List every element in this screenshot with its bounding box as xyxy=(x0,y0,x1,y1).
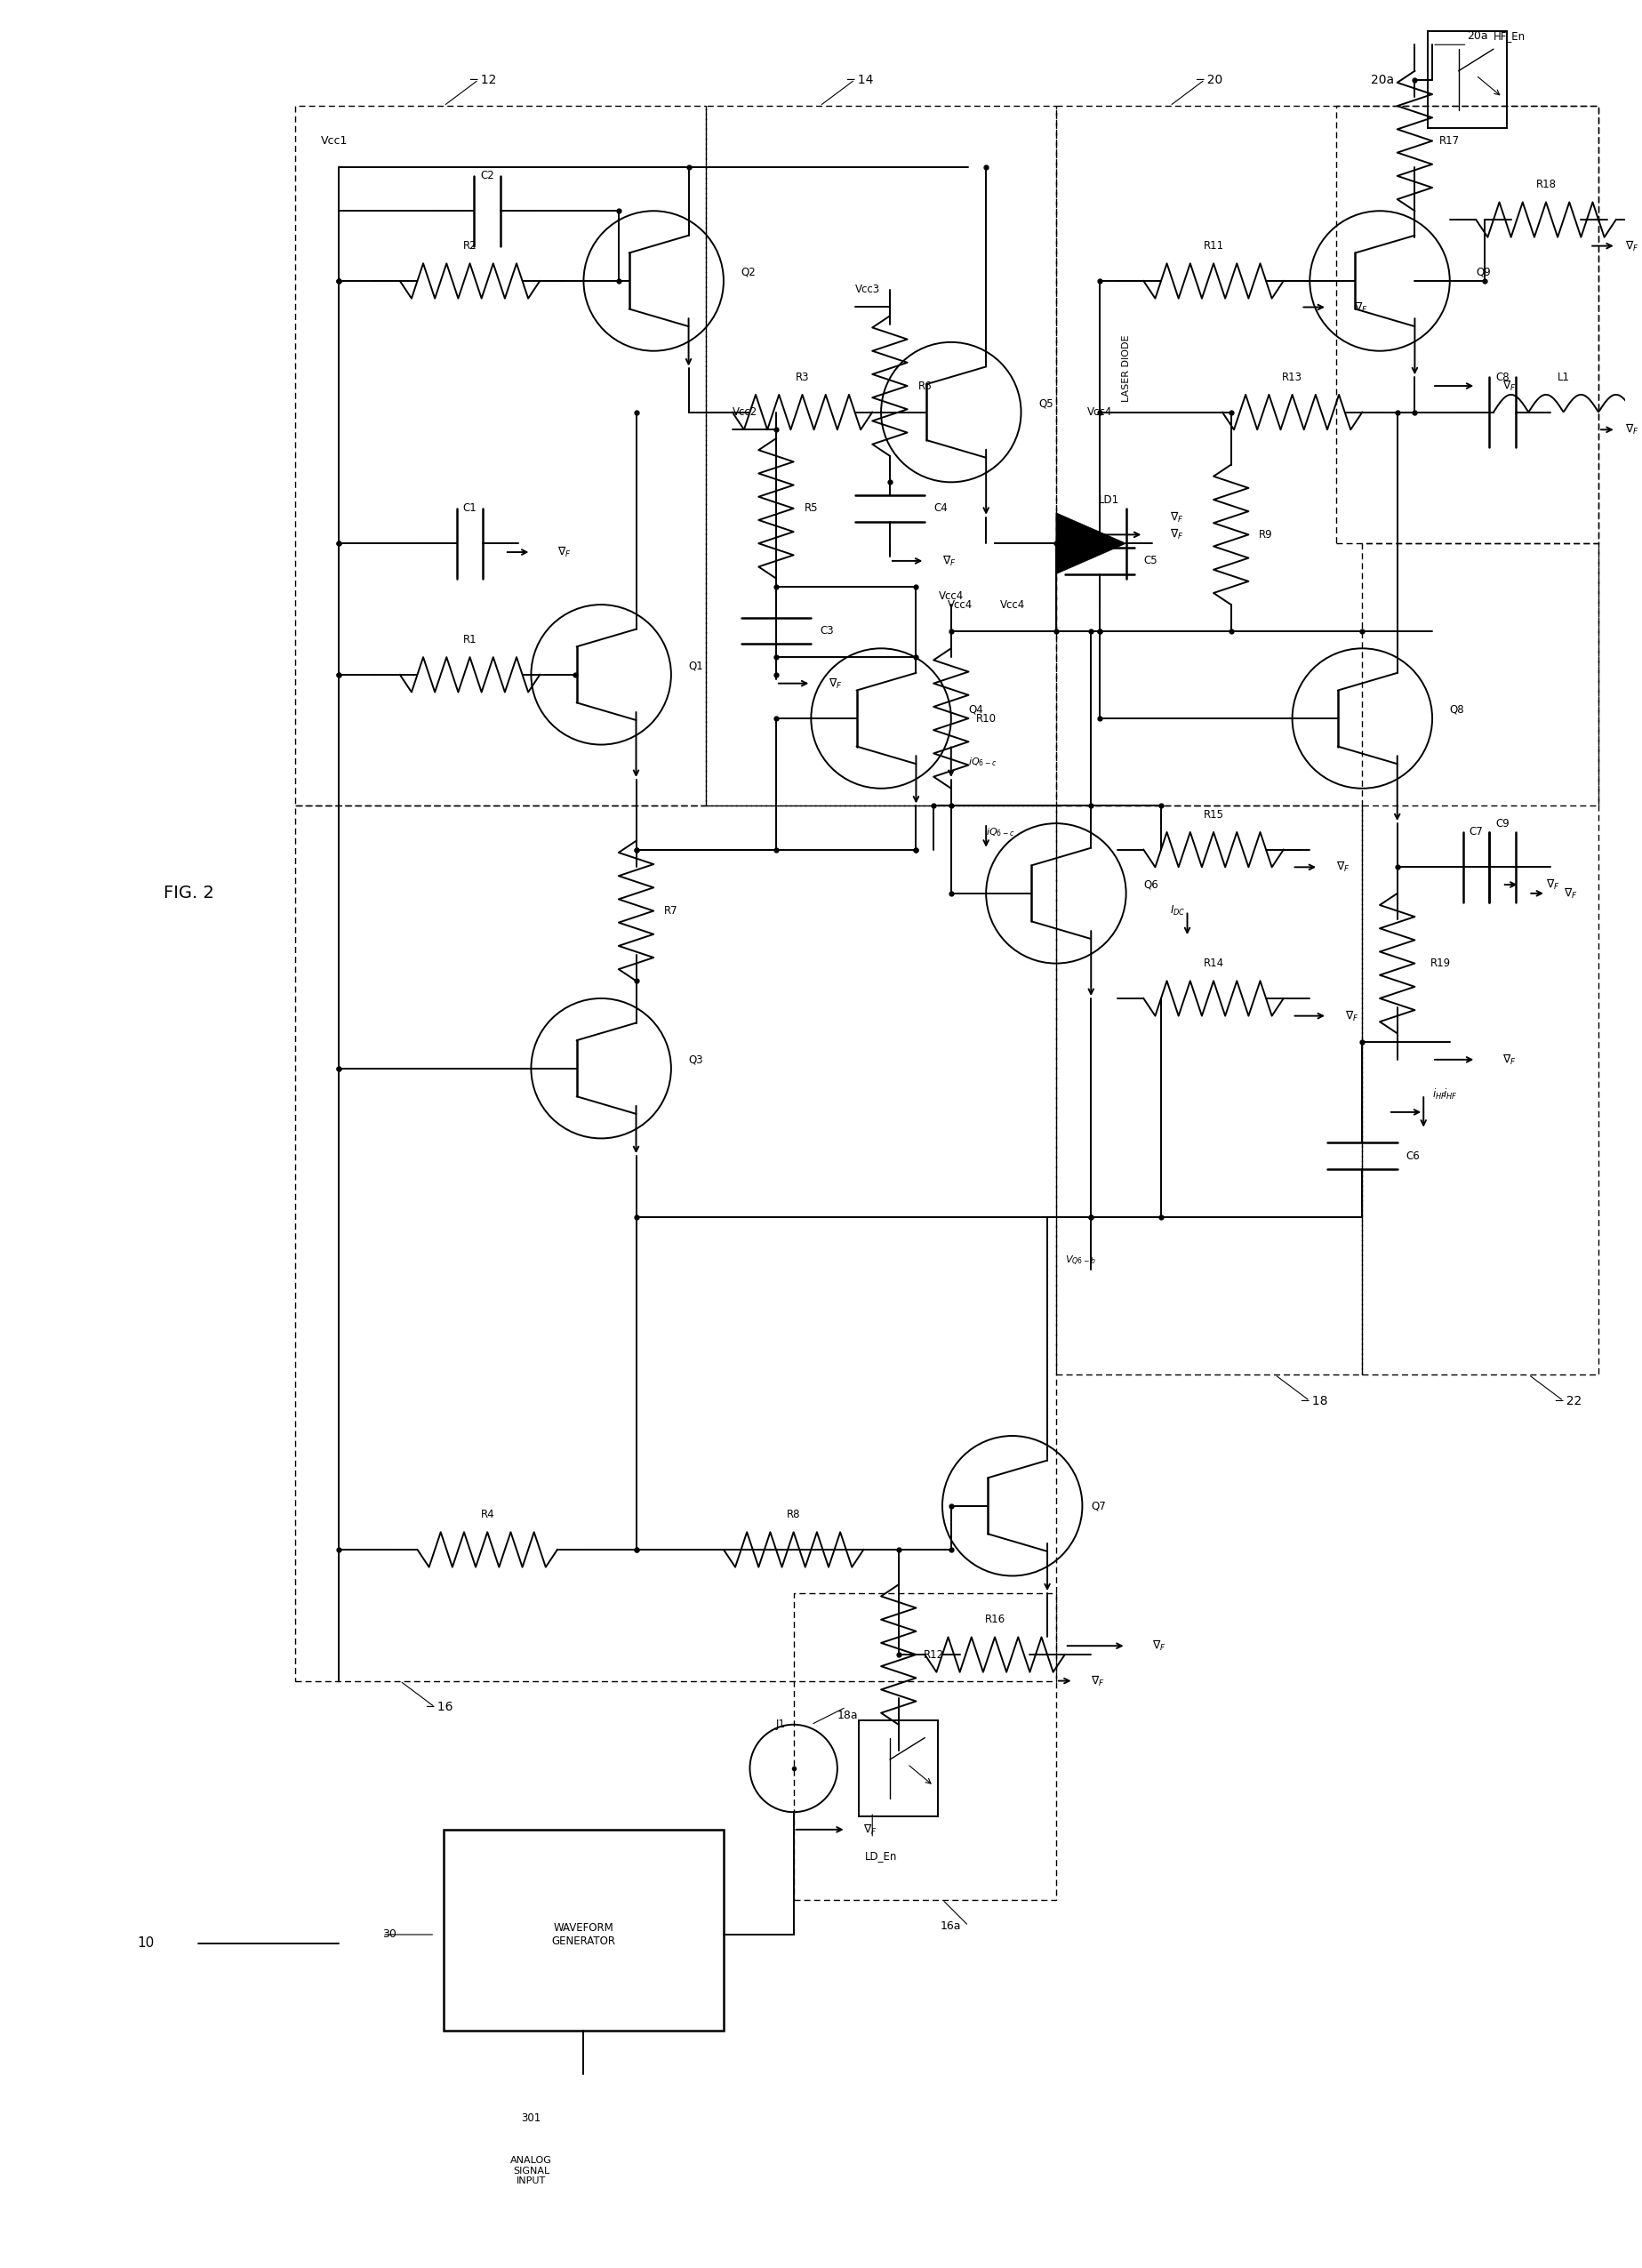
Text: R15: R15 xyxy=(1204,810,1223,821)
Text: $\nabla_F$: $\nabla_F$ xyxy=(864,1823,877,1837)
Text: Vcc3: Vcc3 xyxy=(855,284,880,295)
Text: 20a: 20a xyxy=(1468,29,1488,41)
Text: $\nabla_F$: $\nabla_F$ xyxy=(1337,860,1350,873)
Text: ─ 22: ─ 22 xyxy=(1555,1395,1581,1406)
Text: R5: R5 xyxy=(805,503,818,515)
Text: R4: R4 xyxy=(481,1508,494,1520)
Text: R16: R16 xyxy=(985,1615,1005,1626)
Text: ─ 18: ─ 18 xyxy=(1300,1395,1328,1406)
Text: $\nabla_F$: $\nabla_F$ xyxy=(1169,528,1184,542)
Text: Q9: Q9 xyxy=(1476,265,1491,279)
Text: Vcc1: Vcc1 xyxy=(322,136,348,147)
Text: Q7: Q7 xyxy=(1090,1499,1107,1513)
Text: ─ 20: ─ 20 xyxy=(1195,73,1223,86)
Text: C7: C7 xyxy=(1470,826,1483,837)
Text: ─ 14: ─ 14 xyxy=(846,73,874,86)
Text: R8: R8 xyxy=(787,1508,800,1520)
Text: R17: R17 xyxy=(1440,136,1460,147)
Text: R10: R10 xyxy=(975,712,997,723)
Text: Q1: Q1 xyxy=(688,660,703,671)
Text: 10: 10 xyxy=(138,1937,154,1950)
Text: Vcc4: Vcc4 xyxy=(1087,406,1112,417)
Text: R19: R19 xyxy=(1430,957,1452,968)
Text: $\nabla_F$: $\nabla_F$ xyxy=(1502,1052,1516,1066)
Text: ANALOG
SIGNAL
INPUT: ANALOG SIGNAL INPUT xyxy=(511,2157,552,2186)
Text: HF_En: HF_En xyxy=(1494,29,1525,41)
Text: $\nabla_F$: $\nabla_F$ xyxy=(1624,238,1639,254)
Text: R14: R14 xyxy=(1204,957,1223,968)
Text: Vcc2: Vcc2 xyxy=(732,406,757,417)
Text: 20a: 20a xyxy=(1371,73,1394,86)
Text: R18: R18 xyxy=(1535,179,1557,191)
Bar xyxy=(1429,32,1507,127)
Text: $V_{Q6-b}$: $V_{Q6-b}$ xyxy=(1064,1254,1095,1268)
Bar xyxy=(859,1719,938,1817)
Text: $i_{HF}$: $i_{HF}$ xyxy=(1432,1086,1447,1102)
Text: $\nabla_F$: $\nabla_F$ xyxy=(829,676,842,689)
Text: WAVEFORM
GENERATOR: WAVEFORM GENERATOR xyxy=(552,1923,616,1946)
Text: R9: R9 xyxy=(1259,528,1273,540)
Text: R12: R12 xyxy=(923,1649,944,1660)
Text: R11: R11 xyxy=(1204,240,1223,252)
Text: $\nabla_F$: $\nabla_F$ xyxy=(1345,1009,1358,1023)
Text: L1: L1 xyxy=(1557,372,1570,383)
Text: ─ 16: ─ 16 xyxy=(427,1701,453,1712)
Text: C1: C1 xyxy=(463,503,476,515)
Text: C3: C3 xyxy=(819,626,834,637)
Text: $\nabla_F$: $\nabla_F$ xyxy=(557,544,571,560)
Text: 16a: 16a xyxy=(941,1921,962,1932)
Text: Q2: Q2 xyxy=(741,265,755,279)
Text: $\nabla_F$: $\nabla_F$ xyxy=(1169,510,1184,524)
Bar xyxy=(443,1830,724,2030)
Text: LD1: LD1 xyxy=(1098,494,1118,506)
Text: Vcc4: Vcc4 xyxy=(939,590,964,601)
Text: C9: C9 xyxy=(1496,816,1509,830)
Text: C4: C4 xyxy=(934,503,947,515)
Text: Q4: Q4 xyxy=(969,703,984,714)
Text: Q3: Q3 xyxy=(688,1055,703,1066)
Text: $iQ_{6-c}$: $iQ_{6-c}$ xyxy=(987,826,1015,839)
Text: 18a: 18a xyxy=(837,1710,859,1721)
Text: LD_En: LD_En xyxy=(865,1851,897,1862)
Text: R6: R6 xyxy=(918,381,931,392)
Text: FIG. 2: FIG. 2 xyxy=(164,885,213,903)
Text: $\nabla_F$: $\nabla_F$ xyxy=(943,553,956,567)
Text: C6: C6 xyxy=(1406,1150,1420,1161)
Text: 301: 301 xyxy=(521,2112,540,2125)
Text: $i_{HF}$: $i_{HF}$ xyxy=(1443,1086,1456,1102)
Text: J1: J1 xyxy=(777,1719,787,1730)
Text: R13: R13 xyxy=(1282,372,1302,383)
Text: $\nabla_F$: $\nabla_F$ xyxy=(1502,379,1516,392)
Text: Vcc4: Vcc4 xyxy=(1000,599,1025,610)
Text: C8: C8 xyxy=(1496,372,1509,383)
Text: 30: 30 xyxy=(383,1928,396,1941)
Text: $\nabla_F$: $\nabla_F$ xyxy=(1090,1674,1105,1687)
Text: C2: C2 xyxy=(481,170,494,181)
Text: LASER DIODE: LASER DIODE xyxy=(1121,336,1130,401)
Text: R2: R2 xyxy=(463,240,476,252)
Text: R3: R3 xyxy=(795,372,810,383)
Text: $iQ_{6-c}$: $iQ_{6-c}$ xyxy=(969,755,997,769)
Polygon shape xyxy=(1056,513,1126,574)
Text: ─ 12: ─ 12 xyxy=(470,73,498,86)
Text: Q5: Q5 xyxy=(1038,397,1053,408)
Text: Q6: Q6 xyxy=(1143,880,1159,891)
Text: Q8: Q8 xyxy=(1450,703,1465,714)
Text: C5: C5 xyxy=(1143,556,1158,567)
Text: $\nabla_F$: $\nabla_F$ xyxy=(1624,422,1639,438)
Text: $I_{DC}$: $I_{DC}$ xyxy=(1169,905,1186,919)
Text: R1: R1 xyxy=(463,633,476,646)
Text: $\nabla_F$: $\nabla_F$ xyxy=(1563,887,1578,900)
Text: $\nabla_F$: $\nabla_F$ xyxy=(1153,1640,1166,1653)
Text: R7: R7 xyxy=(663,905,678,916)
Text: $\nabla_F$: $\nabla_F$ xyxy=(1547,878,1560,891)
Text: $\nabla_F$: $\nabla_F$ xyxy=(1353,299,1368,315)
Text: Vcc4: Vcc4 xyxy=(947,599,972,610)
